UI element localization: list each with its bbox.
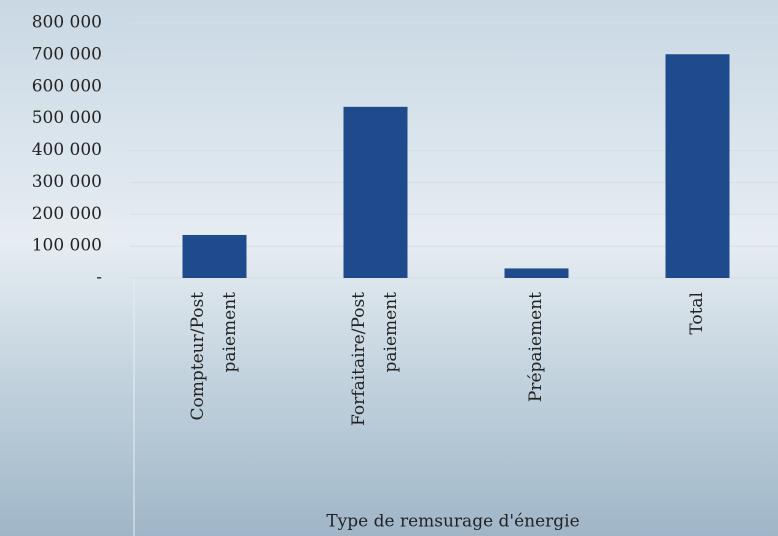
x-tick-label-line: Compteur/Post — [188, 292, 208, 421]
bar — [666, 54, 730, 278]
x-tick-label: Prépaiement — [526, 292, 546, 402]
y-tick-label: 300 000 — [32, 172, 102, 192]
y-tick-label: 100 000 — [32, 236, 102, 256]
x-tick-label: Total — [687, 292, 707, 335]
x-axis-title: Type de remsurage d'énergie — [326, 512, 579, 532]
bar — [505, 268, 569, 278]
x-tick-label-line: Forfaitaire/Post — [349, 292, 369, 426]
x-tick-label-line: Prépaiement — [526, 292, 546, 402]
y-tick-label: - — [96, 268, 102, 288]
y-tick-label: 800 000 — [32, 13, 102, 33]
x-tick-label-line: Total — [687, 292, 707, 335]
bar — [344, 107, 408, 278]
x-tick-label-line: paiement — [220, 292, 240, 373]
y-tick-label: 600 000 — [32, 76, 102, 96]
x-tick-label-line: paiement — [381, 292, 401, 373]
y-tick-label: 700 000 — [32, 44, 102, 64]
y-tick-label: 400 000 — [32, 140, 102, 160]
page: Type de remsurage d'énergie - 100 000 200 … — [0, 0, 778, 536]
chart: Type de remsurage d'énergie - 100 000 200 … — [0, 0, 778, 536]
y-tick-label: 500 000 — [32, 108, 102, 128]
bar — [183, 235, 247, 278]
y-tick-label: 200 000 — [32, 204, 102, 224]
